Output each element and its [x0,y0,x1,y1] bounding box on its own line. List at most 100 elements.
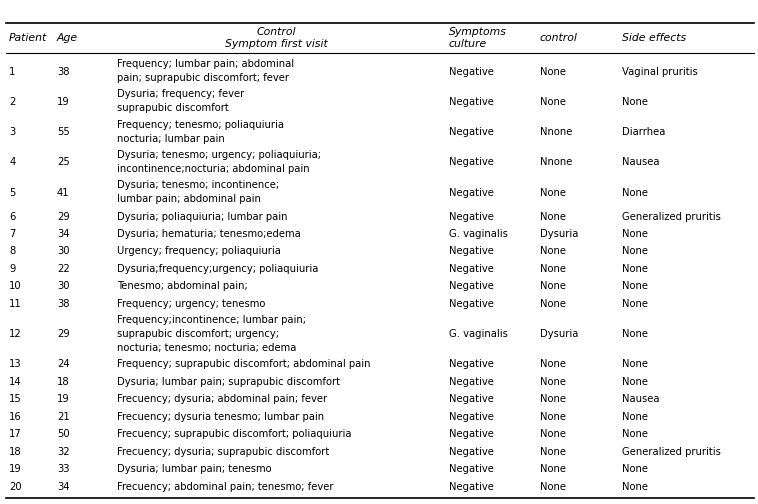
Text: Generalized pruritis: Generalized pruritis [622,212,720,222]
Text: 34: 34 [57,482,69,492]
Text: None: None [622,429,647,439]
Text: G. vaginalis: G. vaginalis [449,329,508,339]
Text: suprapubic discomfort: suprapubic discomfort [117,103,229,113]
Text: 17: 17 [9,429,22,439]
Text: Frequency;incontinence; lumbar pain;: Frequency;incontinence; lumbar pain; [117,315,306,325]
Text: Dysuria;frequency;urgency; poliaquiuria: Dysuria;frequency;urgency; poliaquiuria [117,264,319,274]
Text: None: None [540,97,565,107]
Text: Negative: Negative [449,264,493,274]
Text: None: None [540,482,565,492]
Text: None: None [622,482,647,492]
Text: 29: 29 [57,212,70,222]
Text: None: None [540,281,565,291]
Text: Negative: Negative [449,281,493,291]
Text: Negative: Negative [449,127,493,137]
Text: Negative: Negative [449,429,493,439]
Text: 2: 2 [9,97,15,107]
Text: Side effects: Side effects [622,33,686,43]
Text: 11: 11 [9,299,22,309]
Text: 1: 1 [9,67,15,77]
Text: 15: 15 [9,394,22,404]
Text: None: None [622,464,647,474]
Text: 30: 30 [57,281,69,291]
Text: 33: 33 [57,464,69,474]
Text: 6: 6 [9,212,15,222]
Text: control: control [540,33,578,43]
Text: None: None [622,412,647,422]
Text: 16: 16 [9,412,22,422]
Text: pain; suprapubic discomfort; fever: pain; suprapubic discomfort; fever [117,73,290,83]
Text: 34: 34 [57,229,69,239]
Text: Frecuency; suprapubic discomfort; poliaquiuria: Frecuency; suprapubic discomfort; poliaq… [117,429,352,439]
Text: None: None [622,97,647,107]
Text: 18: 18 [9,447,22,457]
Text: Vaginal pruritis: Vaginal pruritis [622,67,697,77]
Text: Nnone: Nnone [540,127,572,137]
Text: Frecuency; abdominal pain; tenesmo; fever: Frecuency; abdominal pain; tenesmo; feve… [117,482,334,492]
Text: 3: 3 [9,127,15,137]
Text: Control: Control [257,27,296,37]
Text: Frequency; lumbar pain; abdominal: Frequency; lumbar pain; abdominal [117,59,295,69]
Text: Frecuency; dysuria tenesmo; lumbar pain: Frecuency; dysuria tenesmo; lumbar pain [117,412,324,422]
Text: 55: 55 [57,127,70,137]
Text: 9: 9 [9,264,15,274]
Text: None: None [540,394,565,404]
Text: Negative: Negative [449,447,493,457]
Text: Dysuria; tenesmo; urgency; poliaquiuria;: Dysuria; tenesmo; urgency; poliaquiuria; [117,150,321,160]
Text: Negative: Negative [449,187,493,198]
Text: Symptoms: Symptoms [449,27,506,37]
Text: Negative: Negative [449,299,493,309]
Text: culture: culture [449,39,487,49]
Text: None: None [622,229,647,239]
Text: Negative: Negative [449,394,493,404]
Text: None: None [540,67,565,77]
Text: 19: 19 [9,464,22,474]
Text: Dysuria; poliaquiuria; lumbar pain: Dysuria; poliaquiuria; lumbar pain [117,212,288,222]
Text: Negative: Negative [449,482,493,492]
Text: None: None [540,412,565,422]
Text: None: None [622,377,647,387]
Text: nocturia; lumbar pain: nocturia; lumbar pain [117,134,225,144]
Text: 30: 30 [57,246,69,257]
Text: Negative: Negative [449,157,493,167]
Text: 12: 12 [9,329,22,339]
Text: Negative: Negative [449,412,493,422]
Text: Negative: Negative [449,67,493,77]
Text: 19: 19 [57,394,70,404]
Text: 38: 38 [57,299,69,309]
Text: Urgency; frequency; poliaquiuria: Urgency; frequency; poliaquiuria [117,246,281,257]
Text: None: None [540,359,565,369]
Text: Dysuria; frequency; fever: Dysuria; frequency; fever [117,89,245,99]
Text: Dysuria; tenesmo; incontinence;: Dysuria; tenesmo; incontinence; [117,180,280,190]
Text: 4: 4 [9,157,15,167]
Text: Dysuria; hematuria; tenesmo;edema: Dysuria; hematuria; tenesmo;edema [117,229,301,239]
Text: None: None [540,246,565,257]
Text: suprapubic discomfort; urgency;: suprapubic discomfort; urgency; [117,329,280,339]
Text: 19: 19 [57,97,70,107]
Text: 32: 32 [57,447,70,457]
Text: Dysuria; lumbar pain; suprapubic discomfort: Dysuria; lumbar pain; suprapubic discomf… [117,377,340,387]
Text: 29: 29 [57,329,70,339]
Text: 18: 18 [57,377,70,387]
Text: nocturia; tenesmo; nocturia; edema: nocturia; tenesmo; nocturia; edema [117,343,297,352]
Text: 7: 7 [9,229,15,239]
Text: Diarrhea: Diarrhea [622,127,665,137]
Text: None: None [622,329,647,339]
Text: Frecuency; dysuria; abdominal pain; fever: Frecuency; dysuria; abdominal pain; feve… [117,394,327,404]
Text: G. vaginalis: G. vaginalis [449,229,508,239]
Text: 5: 5 [9,187,15,198]
Text: None: None [540,377,565,387]
Text: Nausea: Nausea [622,394,659,404]
Text: None: None [540,447,565,457]
Text: lumbar pain; abdominal pain: lumbar pain; abdominal pain [117,194,262,204]
Text: None: None [540,464,565,474]
Text: Frequency; urgency; tenesmo: Frequency; urgency; tenesmo [117,299,266,309]
Text: 13: 13 [9,359,22,369]
Text: None: None [540,299,565,309]
Text: Negative: Negative [449,246,493,257]
Text: Nnone: Nnone [540,157,572,167]
Text: None: None [622,299,647,309]
Text: Negative: Negative [449,97,493,107]
Text: 14: 14 [9,377,22,387]
Text: 25: 25 [57,157,70,167]
